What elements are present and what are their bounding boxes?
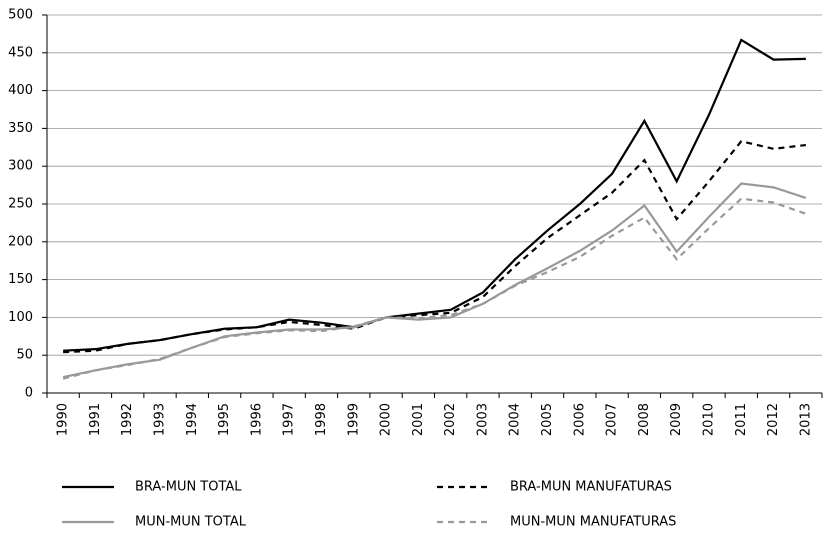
y-tick-label: 150 bbox=[8, 272, 33, 287]
x-tick-label: 2004 bbox=[508, 403, 523, 436]
legend-label: BRA-MUN MANUFATURAS bbox=[510, 480, 672, 495]
x-tick-label: 2008 bbox=[637, 403, 652, 436]
series-line bbox=[62, 197, 807, 380]
x-tick-label: 1993 bbox=[153, 403, 168, 436]
y-tick-label: 200 bbox=[8, 234, 33, 249]
y-tick-label: 250 bbox=[8, 197, 33, 212]
y-tick-label: 350 bbox=[8, 121, 33, 136]
legend-label: MUN-MUN TOTAL bbox=[135, 515, 247, 530]
y-tick-label: 100 bbox=[8, 310, 33, 325]
x-tick-label: 2009 bbox=[669, 403, 684, 436]
x-tick-label: 1992 bbox=[120, 403, 135, 436]
x-tick-label: 2000 bbox=[379, 403, 394, 436]
x-tick-label: 2012 bbox=[766, 403, 781, 436]
y-tick-label: 450 bbox=[8, 45, 33, 60]
x-tick-label: 2005 bbox=[540, 403, 555, 436]
x-tick-label: 1998 bbox=[314, 403, 329, 436]
y-tick-label: 50 bbox=[16, 348, 33, 363]
legend-label: MUN-MUN MANUFATURAS bbox=[510, 515, 676, 530]
x-tick-label: 1996 bbox=[249, 403, 264, 436]
x-tick-label: 1994 bbox=[185, 403, 200, 436]
x-tick-label: 2003 bbox=[475, 403, 490, 436]
legend-label: BRA-MUN TOTAL bbox=[135, 480, 242, 495]
x-tick-label: 1995 bbox=[217, 403, 232, 436]
x-tick-label: 2001 bbox=[411, 403, 426, 436]
x-tick-label: 1997 bbox=[282, 403, 297, 436]
y-tick-label: 500 bbox=[8, 8, 33, 23]
x-tick-label: 2006 bbox=[572, 403, 587, 436]
y-tick-label: 400 bbox=[8, 83, 33, 98]
series-line bbox=[62, 182, 807, 379]
series-line bbox=[63, 38, 806, 352]
x-tick-label: 2007 bbox=[605, 403, 620, 436]
x-tick-label: 1990 bbox=[56, 403, 71, 436]
x-tick-label: 2002 bbox=[443, 403, 458, 436]
x-tick-label: 1991 bbox=[88, 403, 103, 436]
x-tick-label: 2013 bbox=[798, 403, 813, 436]
y-tick-label: 300 bbox=[8, 159, 33, 174]
series-line bbox=[63, 140, 806, 354]
x-tick-label: 1999 bbox=[346, 403, 361, 436]
y-tick-label: 0 bbox=[25, 386, 33, 401]
x-tick-label: 2011 bbox=[734, 403, 749, 436]
x-tick-label: 2010 bbox=[701, 403, 716, 436]
